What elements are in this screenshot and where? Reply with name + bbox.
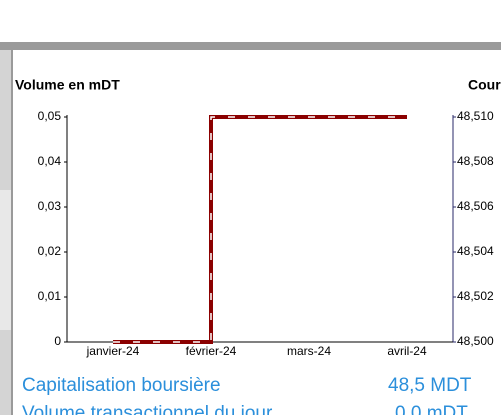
series-line-dash <box>113 116 407 343</box>
y-axis-title: Volume en mDT <box>15 77 120 93</box>
top-bar <box>0 42 501 50</box>
side-panel-block <box>0 190 12 330</box>
y2-tick-label: 48,510 <box>457 109 494 123</box>
y2-tick-label: 48,508 <box>457 154 494 168</box>
x-tick-label: janvier-24 <box>86 344 140 358</box>
summary-label: Volume transactionnel du jour <box>22 403 273 415</box>
y2-tick-label: 48,500 <box>457 334 494 348</box>
y2-tick-label: 48,502 <box>457 289 494 303</box>
y-tick-label: 0,03 <box>38 199 62 213</box>
x-tick-label: mars-24 <box>287 344 331 358</box>
y-tick-label: 0,01 <box>38 289 62 303</box>
summary-value: 0,0 mDT <box>395 403 468 415</box>
y2-axis-title: Cours <box>468 77 501 93</box>
y-tick-label: 0,05 <box>38 109 62 123</box>
x-tick-label: février-24 <box>186 344 237 358</box>
y-tick-label: 0,02 <box>38 244 62 258</box>
y2-tick-label: 48,504 <box>457 244 494 258</box>
x-tick-label: avril-24 <box>387 344 427 358</box>
y2-tick-label: 48,506 <box>457 199 494 213</box>
summary-value: 48,5 MDT <box>388 375 472 396</box>
y-tick-label: 0 <box>54 334 61 348</box>
summary-label: Capitalisation boursière <box>22 375 221 396</box>
y-tick-label: 0,04 <box>38 154 62 168</box>
